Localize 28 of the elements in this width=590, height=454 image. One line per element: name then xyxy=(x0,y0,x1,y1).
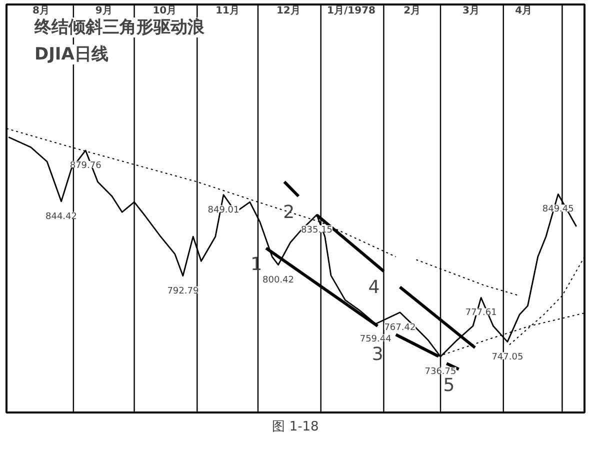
data-label: 777.61 xyxy=(465,308,497,318)
data-label: 835.15 xyxy=(301,225,333,236)
x-tick-label: 9月 xyxy=(95,6,112,16)
data-label: 767.42 xyxy=(384,322,416,333)
x-tick-label: 2月 xyxy=(404,6,421,16)
x-tick-label: 4月 xyxy=(515,6,532,16)
annotation: 3 xyxy=(372,344,384,365)
x-tick-label: 1月/1978 xyxy=(327,6,376,16)
data-label: 792.79 xyxy=(167,286,199,296)
data-label: 747.05 xyxy=(492,352,524,362)
text: DJIA日线 xyxy=(34,44,108,64)
data-label: 849.45 xyxy=(542,204,574,215)
annotation: 2 xyxy=(283,202,295,224)
x-tick-label: 10月 xyxy=(152,6,177,16)
x-tick-label: 3月 xyxy=(462,6,480,16)
caption: 图 1-18 xyxy=(272,420,319,434)
data-label: 844.42 xyxy=(46,212,78,222)
x-tick-label: 12月 xyxy=(276,6,300,16)
data-label: 736.75 xyxy=(424,367,456,378)
annotation: 4 xyxy=(368,277,380,298)
data-label: 849.01 xyxy=(208,205,240,216)
text: 终结倾斜三角形驱动浪 xyxy=(34,18,206,38)
annotation: 5 xyxy=(443,375,455,396)
data-label: 879.76 xyxy=(70,160,102,171)
x-tick-label: 11月 xyxy=(216,6,240,16)
x-tick-label: 8月 xyxy=(32,6,50,16)
data-label: 800.42 xyxy=(262,275,294,286)
data-label: 759.44 xyxy=(360,334,392,344)
